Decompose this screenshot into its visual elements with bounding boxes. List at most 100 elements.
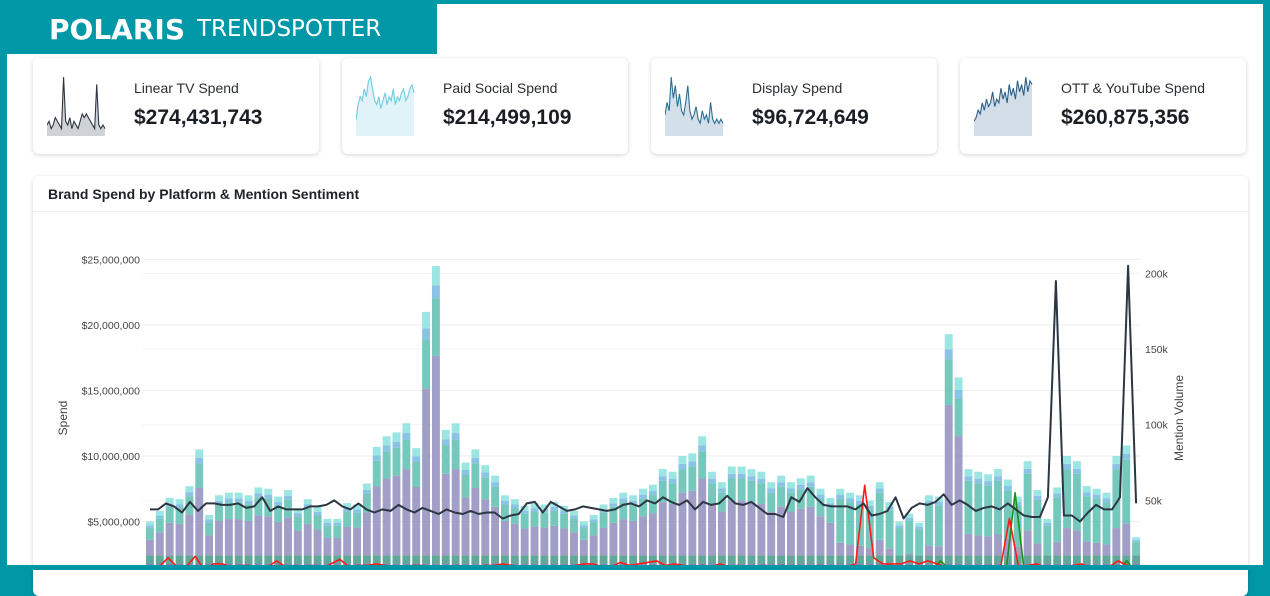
spend-bar[interactable]	[550, 501, 559, 565]
spend-bar[interactable]	[431, 266, 440, 565]
spend-bar[interactable]	[836, 488, 845, 565]
kpi-card-linear-tv[interactable]: Linear TV Spend $274,431,743	[33, 58, 319, 154]
spend-bar[interactable]	[392, 432, 401, 565]
spend-bar[interactable]	[757, 471, 766, 565]
spend-bar[interactable]	[1112, 456, 1121, 565]
spend-bar[interactable]	[964, 469, 973, 565]
spend-bar[interactable]	[639, 488, 647, 565]
spend-bar[interactable]	[372, 446, 381, 565]
spend-bar[interactable]	[796, 478, 805, 565]
spend-bar[interactable]	[530, 503, 539, 565]
spend-bar[interactable]	[609, 497, 618, 565]
spend-bar[interactable]	[540, 504, 549, 565]
spend-bar[interactable]	[1102, 492, 1111, 565]
spend-bar[interactable]	[826, 497, 835, 565]
spend-bar[interactable]	[313, 507, 322, 565]
spend-bar[interactable]	[155, 511, 164, 565]
spend-bar[interactable]	[816, 488, 825, 565]
spend-bar[interactable]	[846, 492, 855, 565]
spend-bar[interactable]	[303, 499, 312, 565]
spend-bar[interactable]	[323, 518, 332, 565]
spend-bar[interactable]	[648, 484, 657, 565]
spend-bar[interactable]	[1053, 487, 1062, 565]
spend-bar[interactable]	[491, 475, 500, 565]
spend-bar[interactable]	[274, 496, 283, 565]
spend-bar[interactable]	[727, 466, 736, 565]
spend-bar[interactable]	[658, 469, 667, 565]
spend-bar[interactable]	[481, 465, 490, 565]
spend-bar[interactable]	[1013, 496, 1022, 565]
spend-bar[interactable]	[146, 521, 154, 566]
kpi-card-paid-social[interactable]: Paid Social Spend $214,499,109	[342, 58, 628, 154]
spend-bar[interactable]	[264, 488, 273, 565]
spend-bar[interactable]	[461, 462, 470, 565]
spend-bar[interactable]	[353, 504, 361, 565]
spend-bar[interactable]	[165, 497, 174, 565]
spend-bar[interactable]	[974, 471, 983, 565]
kpi-card-display[interactable]: Display Spend $96,724,649	[651, 58, 937, 154]
spend-bar[interactable]	[806, 475, 815, 565]
spend-bar[interactable]	[471, 449, 480, 565]
spend-bar[interactable]	[234, 492, 243, 565]
spend-bar[interactable]	[560, 505, 569, 565]
spend-bar[interactable]	[254, 487, 263, 565]
spend-bar[interactable]	[1122, 445, 1131, 565]
spend-bar[interactable]	[293, 508, 302, 565]
spend-bar[interactable]	[934, 496, 943, 565]
spend-bar[interactable]	[954, 377, 963, 565]
spend-bar[interactable]	[441, 429, 450, 565]
spend-bar[interactable]	[984, 474, 993, 565]
spend-bar[interactable]	[619, 492, 628, 565]
spend-bar[interactable]	[244, 495, 253, 565]
spend-bar[interactable]	[333, 518, 342, 565]
spend-bar[interactable]	[1043, 518, 1052, 565]
spend-bar[interactable]	[1092, 488, 1101, 565]
spend-bar[interactable]	[1063, 456, 1071, 565]
spend-bar[interactable]	[777, 475, 786, 565]
spend-bar[interactable]	[925, 495, 933, 565]
spend-bar[interactable]	[510, 499, 519, 565]
spend-bar[interactable]	[786, 482, 795, 565]
spend-bar[interactable]	[451, 423, 460, 565]
spend-bar[interactable]	[1023, 461, 1032, 565]
spend-bar[interactable]	[1033, 490, 1042, 565]
spend-bar[interactable]	[570, 511, 578, 565]
spend-bar[interactable]	[708, 471, 716, 565]
spend-bar[interactable]	[1082, 486, 1091, 565]
spend-bar[interactable]	[688, 453, 697, 565]
spend-bar[interactable]	[382, 436, 391, 565]
kpi-card-ott-youtube[interactable]: OTT & YouTube Spend $260,875,356	[960, 58, 1246, 154]
spend-bar[interactable]	[767, 482, 776, 565]
spend-bar[interactable]	[205, 514, 214, 565]
spend-bar[interactable]	[994, 469, 1002, 565]
spend-bar[interactable]	[520, 505, 529, 565]
spend-bar[interactable]	[599, 504, 608, 565]
spend-bar[interactable]	[717, 482, 726, 565]
spend-bar[interactable]	[678, 456, 687, 565]
spend-bar[interactable]	[1132, 537, 1141, 565]
spend-bar[interactable]	[895, 521, 904, 566]
spend-bar[interactable]	[195, 449, 204, 565]
spend-bar[interactable]	[737, 466, 746, 565]
spend-bar[interactable]	[589, 514, 598, 565]
spend-bar[interactable]	[501, 495, 509, 565]
spend-bar[interactable]	[1072, 461, 1081, 565]
spend-bar[interactable]	[224, 492, 233, 565]
spend-sentiment-chart[interactable]: $5,000,000 $10,000,000 $15,000,000 $20,000,…	[0, 0, 1270, 565]
spend-bar[interactable]	[579, 521, 588, 566]
spend-bar[interactable]	[875, 482, 884, 565]
spend-bar[interactable]	[412, 448, 421, 565]
spend-bar[interactable]	[343, 503, 352, 565]
spend-bar[interactable]	[747, 469, 756, 565]
spend-bar[interactable]	[362, 483, 371, 565]
spend-bar[interactable]	[905, 513, 914, 565]
spend-bar[interactable]	[915, 522, 924, 565]
spend-bar[interactable]	[422, 311, 431, 565]
spend-bar[interactable]	[698, 436, 707, 565]
spend-bar[interactable]	[284, 490, 292, 565]
spend-bar[interactable]	[175, 499, 184, 565]
spend-bar[interactable]	[185, 486, 194, 565]
spend-bar[interactable]	[402, 423, 411, 565]
spend-bar[interactable]	[944, 334, 953, 565]
spend-bar[interactable]	[668, 471, 677, 565]
